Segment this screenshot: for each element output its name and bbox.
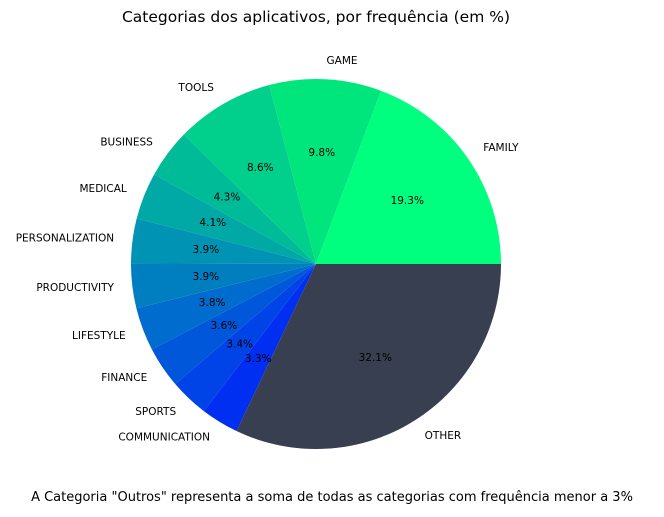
category-label-finance: FINANCE (101, 372, 147, 384)
category-label-personalization: PERSONALIZATION (16, 233, 114, 245)
chart-footnote: A Categoria "Outros" representa a soma d… (31, 490, 633, 505)
pie-slice-lifestyle (136, 264, 316, 350)
pie-slice-other (236, 264, 502, 450)
pct-label-finance: 3.6% (211, 320, 238, 332)
pie-slice-game (269, 79, 382, 265)
category-label-communication: COMMUNICATION (118, 432, 210, 444)
pct-label-lifestyle: 3.8% (199, 297, 226, 309)
pie-slices (130, 79, 502, 450)
pct-label-sports: 3.4% (226, 339, 253, 351)
category-label-lifestyle: LIFESTYLE (72, 330, 126, 342)
pie-slice-finance (151, 264, 316, 385)
category-label-medical: MEDICAL (80, 183, 127, 195)
category-label-other: OTHER (425, 430, 462, 442)
category-label-business: BUSINESS (100, 136, 153, 148)
pct-label-tools: 8.6% (247, 162, 274, 174)
category-label-game: GAME (327, 55, 358, 67)
pie-slice-family (316, 90, 501, 264)
pie-slice-personalization (131, 218, 316, 264)
chart-title: Categorias dos aplicativos, por frequênc… (121, 8, 510, 26)
category-label-sports: SPORTS (135, 406, 176, 418)
pie-slice-productivity (130, 263, 316, 309)
category-label-tools: TOOLS (177, 82, 214, 94)
pie-slice-business (154, 134, 316, 264)
pct-label-other: 32.1% (359, 352, 392, 364)
pct-label-family: 19.3% (391, 195, 424, 207)
pct-label-business: 4.3% (214, 192, 241, 204)
pct-label-productivity: 3.9% (192, 271, 219, 283)
category-label-productivity: PRODUCTIVITY (36, 282, 114, 294)
pie-labels: 19.3% FAMILY 9.8% GAME 8.6% TOOLS 4.3% BUSINESS… (16, 55, 519, 444)
pct-label-medical: 4.1% (199, 217, 226, 229)
pie-slice-communication (203, 264, 316, 432)
pct-label-game: 9.8% (308, 147, 335, 159)
pie-slice-sports (175, 264, 316, 412)
pct-label-personalization: 3.9% (193, 244, 220, 256)
pie-slice-tools (183, 85, 316, 265)
category-label-family: FAMILY (483, 142, 519, 154)
pie-slice-medical (136, 174, 316, 264)
pct-label-communication: 3.3% (245, 353, 272, 365)
